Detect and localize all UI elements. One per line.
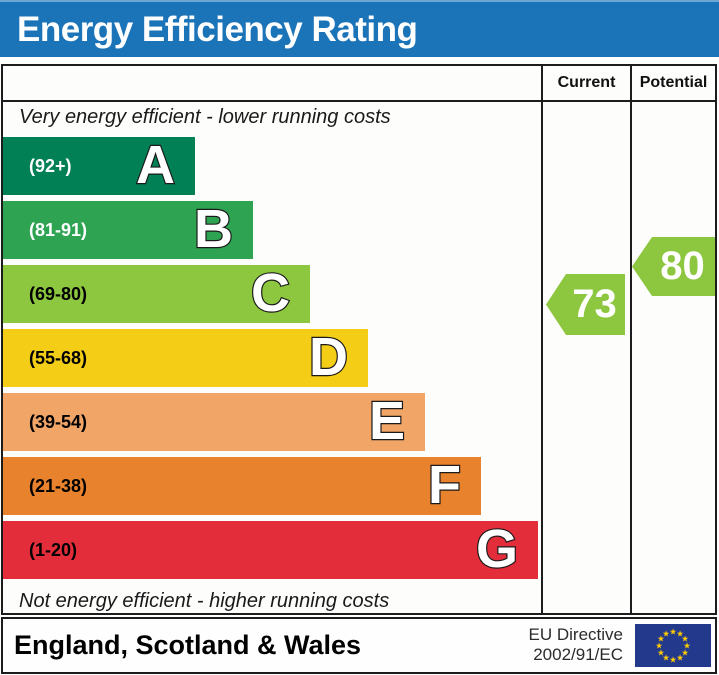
svg-text:★: ★ [676,629,684,639]
title-bar: Energy Efficiency Rating [0,0,719,57]
note-not-efficient: Not energy efficient - higher running co… [19,590,390,612]
page-title: Energy Efficiency Rating [17,10,418,49]
band-letter: G [475,519,519,579]
current-rating-value: 73 [572,282,617,326]
band-range-label: (55-68) [29,348,88,368]
svg-text:★: ★ [681,635,689,645]
svg-text:★: ★ [662,629,670,639]
svg-text:★: ★ [683,642,691,652]
band-letter: D [308,327,349,387]
band-row-a: (92+) A [3,135,195,195]
band-letter: B [193,199,234,259]
region-label: England, Scotland & Wales [14,630,362,660]
column-header-potential: Potential [639,74,708,91]
eu-flag-icon: ★ ★ ★ ★ ★ ★ ★ ★ ★ ★ ★ ★ [635,624,711,667]
header-divider [3,100,715,102]
svg-text:★: ★ [676,654,684,664]
band-letter: C [250,263,291,323]
footer-bar: England, Scotland & Wales EU Directive 2… [1,617,717,674]
svg-text:★: ★ [657,649,665,659]
svg-text:★: ★ [669,656,677,666]
current-rating-arrow: 73 [546,274,625,335]
svg-text:★: ★ [655,642,663,652]
band-row-b: (81-91) B [3,199,253,259]
band-row-g: (1-20) G [3,519,538,579]
svg-text:★: ★ [662,654,670,664]
band-row-c: (69-80) C [3,263,310,323]
band-row-d: (55-68) D [3,327,368,387]
eu-directive-label: EU Directive 2002/91/EC [528,625,623,664]
band-letter: A [135,135,176,195]
band-row-e: (39-54) E [3,391,425,451]
band-range-label: (92+) [29,156,72,176]
band-range-label: (81-91) [29,220,88,240]
column-divider-current [541,66,543,613]
band-range-label: (21-38) [29,476,88,496]
potential-rating-arrow: 80 [632,237,715,296]
svg-text:★: ★ [657,635,665,645]
potential-rating-value: 80 [660,244,705,288]
band-row-f: (21-38) F [3,455,481,515]
column-header-current: Current [557,74,616,91]
band-letter: F [427,455,462,515]
svg-text:★: ★ [669,628,677,638]
note-very-efficient: Very energy efficient - lower running co… [19,106,391,128]
rating-table: Current Potential Very energy efficient … [1,64,717,615]
column-divider-potential [630,66,632,613]
band-range-label: (69-80) [29,284,88,304]
band-range-label: (39-54) [29,412,88,432]
svg-text:★: ★ [681,649,689,659]
band-range-label: (1-20) [29,540,78,560]
band-letter: E [368,391,406,451]
